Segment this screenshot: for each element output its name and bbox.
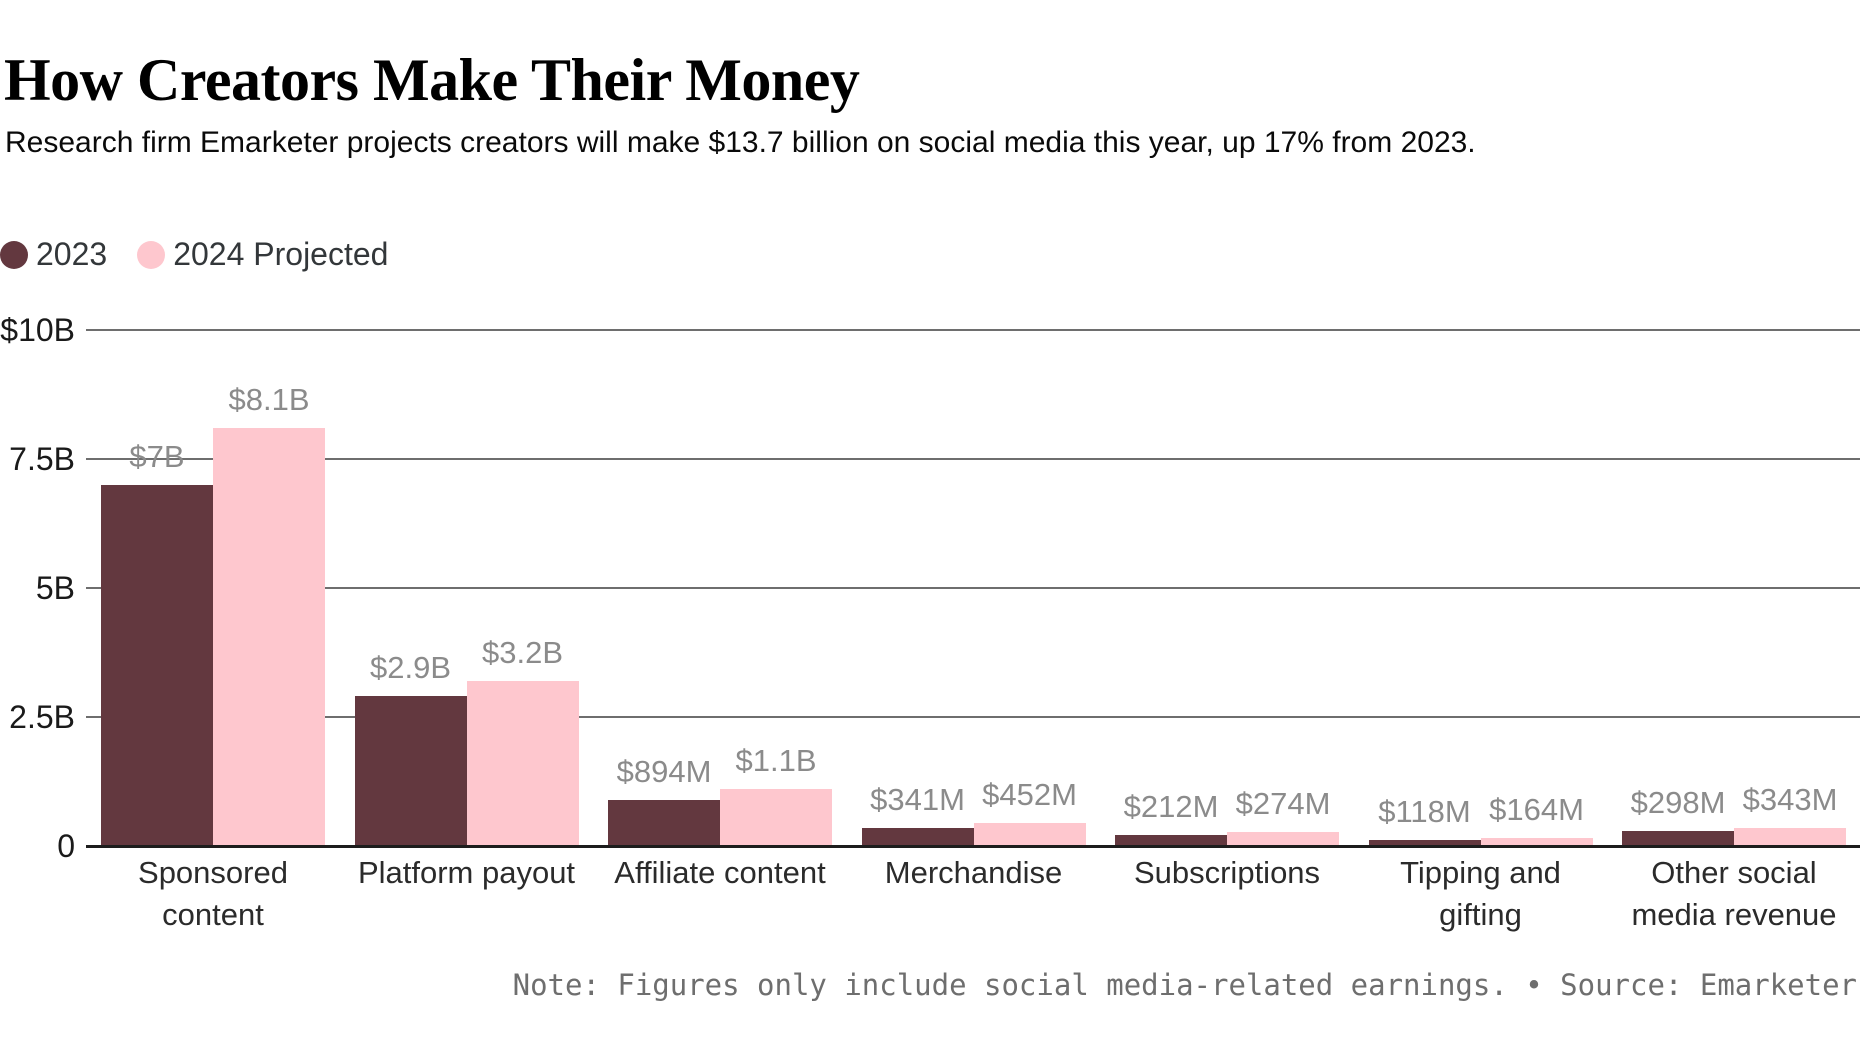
category-label: Merchandise <box>884 855 1063 890</box>
bar-2023 <box>101 484 213 846</box>
y-axis-tick-label: 2.5B <box>9 699 75 735</box>
chart-subtitle: Research firm Emarketer projects creator… <box>5 126 1476 159</box>
bar-value-label: $452M <box>982 776 1077 812</box>
bar-2024-projected <box>1734 828 1846 846</box>
bar-2023 <box>1368 839 1481 846</box>
y-axis-tick-label: 5B <box>35 570 75 606</box>
y-axis-tick-label: 0 <box>57 828 75 864</box>
category-label: Subscriptions <box>1133 855 1321 890</box>
bar-2023 <box>354 696 467 846</box>
legend-item-2023: 2023 <box>0 236 107 273</box>
bar-value-label: $118M <box>1378 793 1471 829</box>
bar-2024-projected <box>720 789 832 846</box>
bar-value-label: $343M <box>1742 782 1838 818</box>
category-label: Platform payout <box>357 855 576 890</box>
legend-label-2023: 2023 <box>36 236 108 272</box>
bar-value-label: $298M <box>1630 784 1726 820</box>
legend-item-2024: 2024 Projected <box>137 236 388 273</box>
gridline <box>86 716 1860 718</box>
bar-2024-projected <box>466 680 579 846</box>
bar-2024-projected <box>1227 831 1339 846</box>
bar-value-label: $274M <box>1235 785 1331 821</box>
bar-2023 <box>1622 830 1734 846</box>
bar-value-label: $1.1B <box>735 743 817 779</box>
bar-value-label: $212M <box>1123 789 1219 825</box>
bar-value-label: $164M <box>1489 791 1584 827</box>
bar-2023 <box>608 799 720 846</box>
gridline <box>86 587 1860 589</box>
category-label: Sponsored content <box>138 855 288 932</box>
y-axis-tick-label: $10B <box>0 312 75 348</box>
bar-2024-projected <box>1480 837 1593 846</box>
source-note: Note: Figures only include social media-… <box>512 968 1857 1002</box>
gridline <box>86 329 1860 331</box>
gridline <box>86 458 1860 460</box>
bar-value-label: $341M <box>870 782 965 818</box>
bar-value-label: $8.1B <box>228 382 310 418</box>
legend-swatch-2024-icon <box>137 240 166 269</box>
chart-title: How Creators Make Their Money <box>4 47 860 113</box>
category-label: Affiliate content <box>614 855 826 890</box>
category-label: Tipping and gifting <box>1400 855 1561 932</box>
category-label: Other social media revenue <box>1631 855 1837 932</box>
bar-2023 <box>861 828 974 846</box>
bar-2024-projected <box>213 428 325 846</box>
bar-value-label: $2.9B <box>369 650 452 686</box>
bar-2023 <box>1115 835 1227 846</box>
bar-value-label: $7B <box>129 438 185 474</box>
legend: 2023 2024 Projected <box>0 236 388 273</box>
x-axis-line <box>86 845 1860 848</box>
y-axis-tick-label: 7.5B <box>9 441 75 477</box>
bar-value-label: $894M <box>616 753 712 789</box>
legend-label-2024: 2024 Projected <box>173 236 389 272</box>
bar-value-label: $3.2B <box>481 634 564 670</box>
bar-2024-projected <box>973 822 1086 846</box>
legend-swatch-2023-icon <box>0 240 28 269</box>
